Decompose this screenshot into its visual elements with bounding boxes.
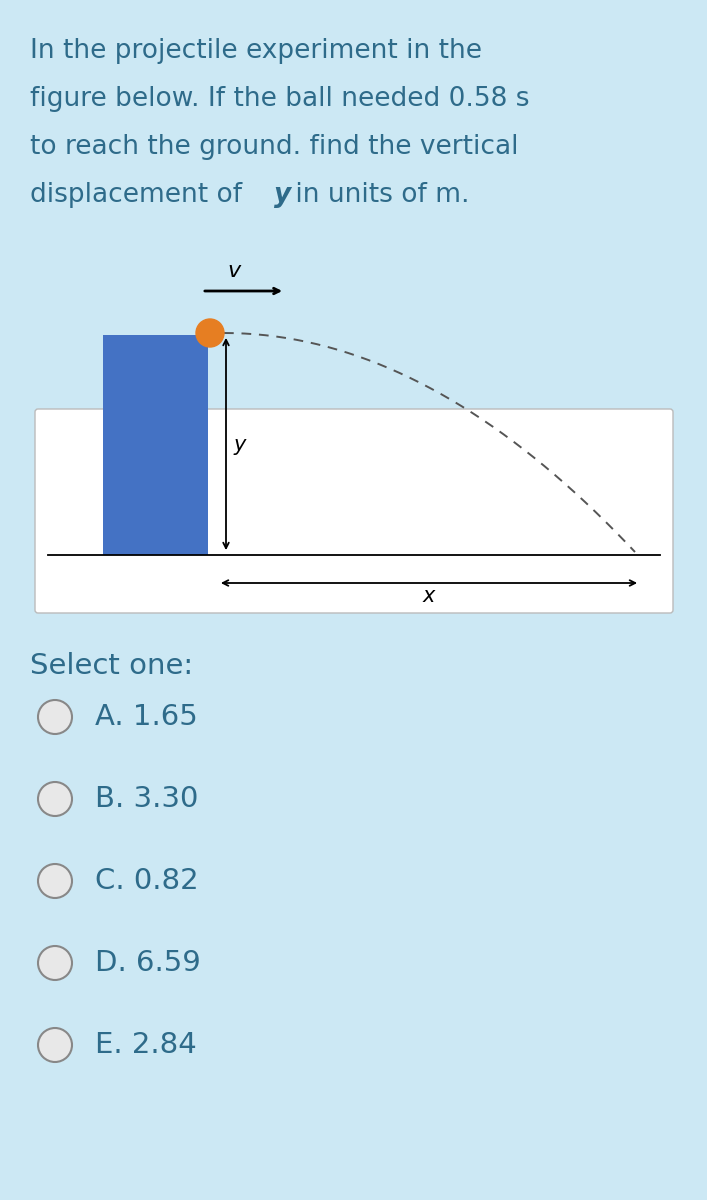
Text: displacement of: displacement of — [30, 182, 250, 208]
Text: x: x — [423, 586, 436, 606]
Text: v: v — [227, 260, 240, 281]
Circle shape — [38, 782, 72, 816]
Text: B. 3.30: B. 3.30 — [95, 785, 199, 814]
Text: D. 6.59: D. 6.59 — [95, 949, 201, 977]
FancyBboxPatch shape — [35, 409, 673, 613]
Circle shape — [38, 864, 72, 898]
Circle shape — [38, 946, 72, 980]
Text: y: y — [234, 434, 246, 455]
Bar — [103, 335, 208, 554]
Text: in units of m.: in units of m. — [287, 182, 469, 208]
Text: Select one:: Select one: — [30, 652, 193, 680]
Circle shape — [196, 319, 224, 347]
Text: y: y — [274, 182, 291, 208]
Circle shape — [38, 700, 72, 734]
Text: to reach the ground. find the vertical: to reach the ground. find the vertical — [30, 134, 518, 160]
Text: In the projectile experiment in the: In the projectile experiment in the — [30, 38, 482, 64]
Text: E. 2.84: E. 2.84 — [95, 1031, 197, 1058]
Text: C. 0.82: C. 0.82 — [95, 866, 199, 895]
Circle shape — [38, 1028, 72, 1062]
Text: A. 1.65: A. 1.65 — [95, 703, 198, 731]
Text: figure below. If the ball needed 0.58 s: figure below. If the ball needed 0.58 s — [30, 86, 530, 112]
